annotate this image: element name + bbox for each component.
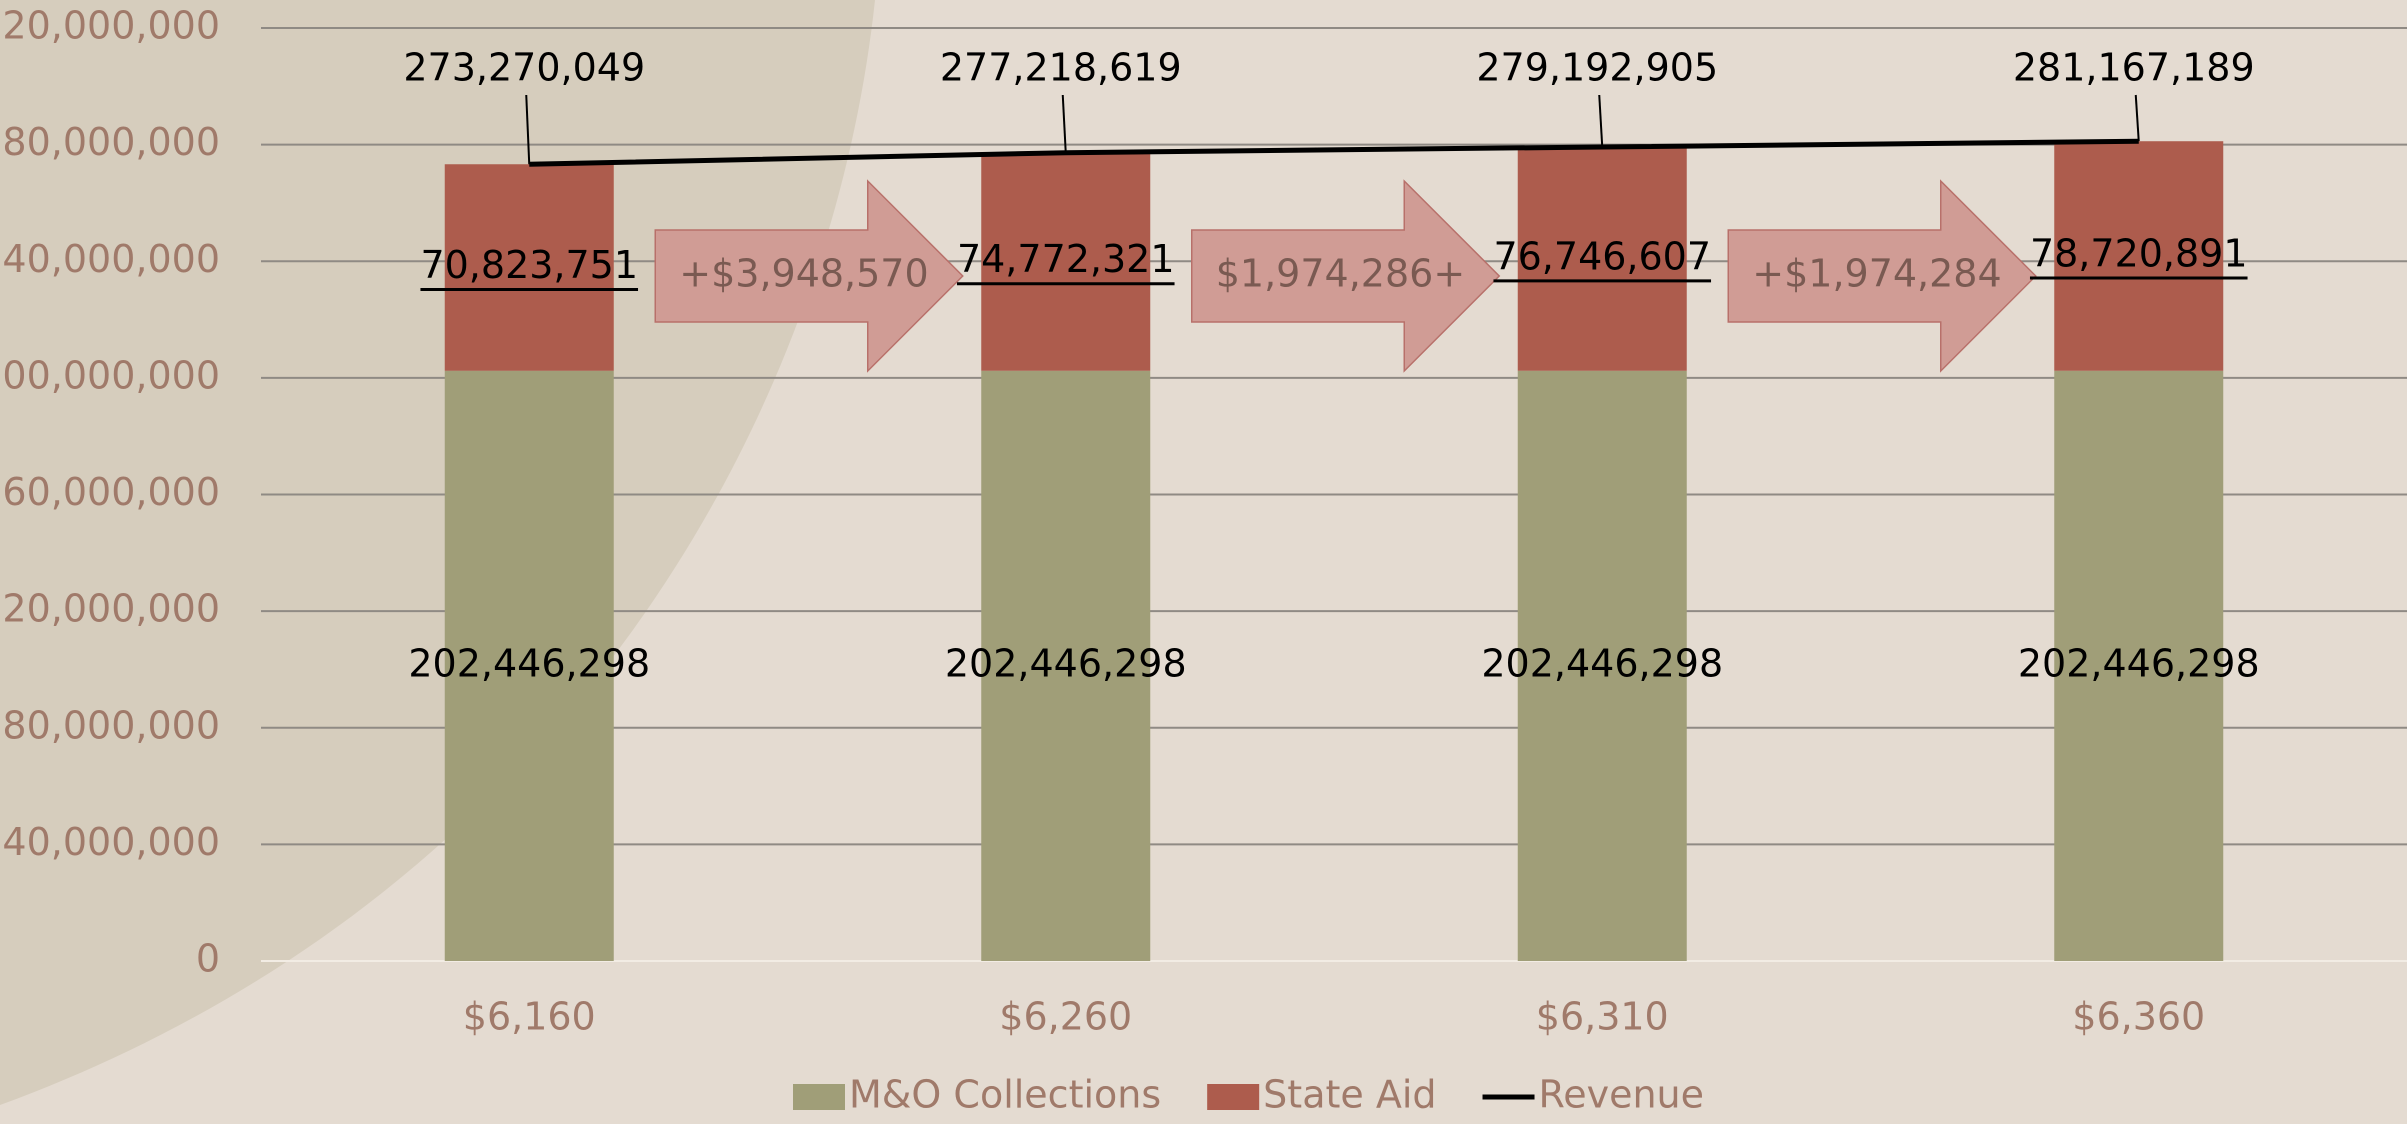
value-label: 279,192,905	[1476, 46, 1718, 90]
value-label: 74,772,321	[957, 237, 1175, 281]
y-tick-label: 80,000,000	[2, 703, 220, 747]
x-tick-label: $6,310	[1536, 995, 1669, 1039]
x-tick-label: $6,260	[999, 995, 1132, 1039]
y-tick-label: 0	[196, 937, 220, 981]
legend-label: Revenue	[1539, 1073, 1705, 1117]
y-tick-label: 240,000,000	[0, 237, 220, 281]
y-tick-label: 280,000,000	[0, 120, 220, 164]
value-label: 202,446,298	[408, 641, 650, 685]
value-label: 202,446,298	[2018, 641, 2260, 685]
x-tick-label: $6,360	[2072, 995, 2205, 1039]
y-tick-label: 40,000,000	[2, 820, 220, 864]
y-tick-label: 200,000,000	[0, 353, 220, 397]
value-label: 277,218,619	[940, 46, 1182, 90]
value-label: 76,746,607	[1493, 234, 1711, 278]
y-tick-label: 120,000,000	[0, 587, 220, 631]
value-label: 281,167,189	[2013, 46, 2255, 90]
value-label: 273,270,049	[403, 46, 645, 90]
x-tick-label: $6,160	[463, 995, 596, 1039]
y-tick-label: 160,000,000	[0, 470, 220, 514]
value-label: 202,446,298	[1481, 641, 1723, 685]
legend-swatch	[793, 1084, 845, 1110]
value-label: 70,823,751	[420, 243, 638, 287]
legend-swatch	[1207, 1084, 1259, 1110]
annotation: +$1,974,284	[1752, 252, 2001, 296]
value-label: 78,720,891	[2030, 231, 2248, 275]
legend-label: State Aid	[1263, 1073, 1436, 1117]
annotation: $1,974,286+	[1216, 252, 1465, 296]
chart: 0 40,000,000 80,000,000 120,000,000 160,000,…	[0, 0, 2407, 1124]
value-label: 202,446,298	[945, 641, 1187, 685]
annotation: +$3,948,570	[679, 252, 928, 296]
y-tick-label: 320,000,000	[0, 4, 220, 48]
legend-label: M&O Collections	[849, 1073, 1161, 1117]
